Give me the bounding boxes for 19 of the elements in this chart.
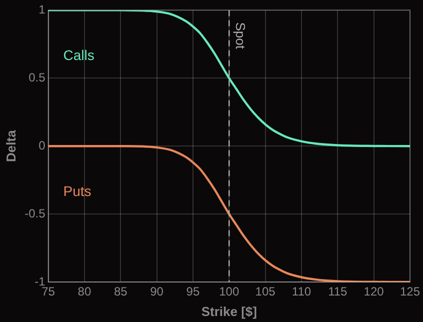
x-tick-label: 120 [364, 284, 384, 299]
y-tick-label: 1 [38, 2, 46, 17]
x-tick-label: 105 [255, 284, 276, 299]
x-tick-label: 95 [186, 284, 200, 299]
x-axis-title: Strike [$] [201, 304, 257, 319]
ref-line-label: Spot [233, 22, 248, 50]
x-tick-label: 110 [292, 284, 312, 299]
y-axis-title: Delta [3, 129, 18, 162]
x-tick-label: 100 [219, 284, 240, 299]
x-tick-label: 85 [114, 284, 128, 299]
y-tick-label: 0.5 [28, 70, 46, 84]
text: Puts [63, 182, 92, 199]
y-tick-label: 0 [38, 138, 46, 152]
x-tick-label: 125 [400, 284, 420, 299]
x-tick-label: 115 [328, 284, 348, 299]
text: Calls [63, 47, 94, 64]
x-tick-label: 80 [78, 284, 92, 299]
x-tick-label: 90 [150, 284, 164, 299]
y-tick-label: -0.5 [24, 206, 46, 220]
